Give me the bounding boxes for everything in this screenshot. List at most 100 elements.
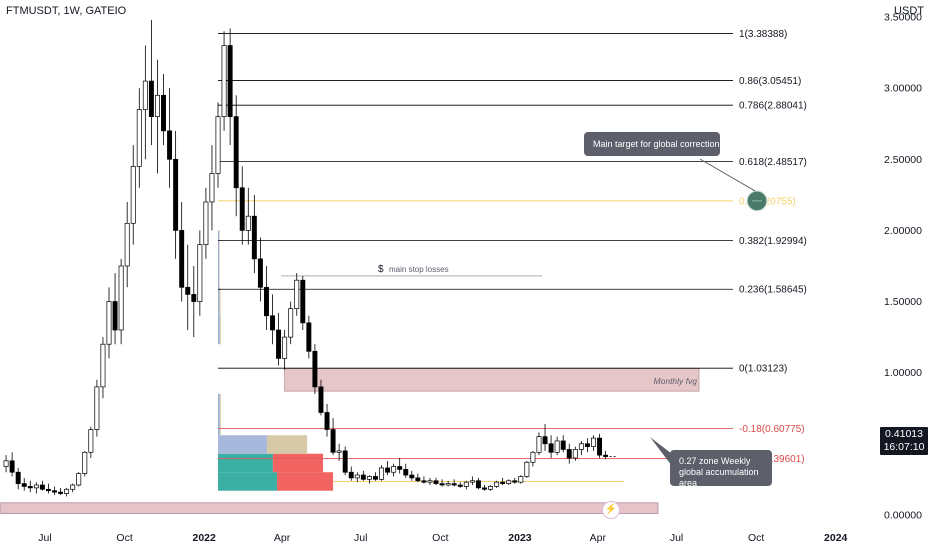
candle [542,436,548,445]
fib-level-label: 0.786(2.88041) [739,101,807,112]
candle [185,286,191,295]
zone-callout[interactable]: 0.27 zone Weekly global accumulation are… [670,450,772,488]
candle [560,440,566,450]
y-tick-label: 1.00000 [884,367,922,379]
candle [82,451,88,474]
bar-countdown: 16:07:10 [883,441,925,453]
dollar-icon: $ [378,264,384,275]
candle [288,308,294,338]
volume-profile-up-bar [218,435,267,454]
fib-level-label: 0.618(2.48517) [739,157,807,168]
stop-losses-label: main stop losses [389,265,449,274]
last-price-label: 0.41013 16:07:10 [880,427,928,455]
candle [427,480,433,483]
x-tick-label: Apr [590,532,607,544]
volume-profile-up-bar [218,230,220,288]
lower-zone [0,502,659,514]
candle [94,386,100,430]
candle [203,201,209,245]
candle [469,480,475,483]
volume-profile-up-bar [218,287,220,316]
candle [366,476,372,480]
candle [106,301,112,345]
candle [536,436,542,453]
candle [342,450,348,473]
candle [27,486,33,489]
candle [312,350,318,388]
candle [270,315,275,331]
candle [257,258,263,288]
x-tick-label: Jul [670,532,683,544]
candle [294,279,300,309]
candle [251,215,257,260]
candle [148,80,154,117]
candle [572,449,578,459]
candle [9,460,15,473]
levels-layer [218,33,733,482]
candle [300,279,306,324]
flash-icon[interactable]: ⚡ [602,501,620,519]
candle [161,94,166,132]
candle [475,480,481,489]
candle [566,449,572,459]
candle [482,487,487,490]
candle [494,481,500,487]
candle [173,158,179,231]
volume-profile-down-bar [219,415,221,436]
monthly-fvg-zone [284,367,700,392]
candle [263,286,269,317]
target-callout[interactable]: Main target for global correction [584,132,720,156]
candle [512,480,518,483]
y-tick-label: 0.00000 [884,509,922,521]
candle [221,45,227,117]
candle [215,116,221,174]
x-tick-label: Oct [116,532,132,544]
volume-profile-up-bar [218,415,220,436]
y-tick-label: 2.00000 [884,225,922,237]
candle [118,265,124,331]
fib-level-label: 1(3.38388) [739,29,787,40]
volume-profile-down-bar [219,287,221,316]
candle [348,471,354,479]
candle [597,437,603,456]
candle [154,94,160,117]
candle [3,460,9,467]
candle [548,443,554,453]
candle [306,322,312,352]
candle [385,467,391,473]
target-callout-pointer [699,158,756,192]
x-tick-label: Apr [274,532,291,544]
zone-callout-line2: global accumulation area [679,467,759,488]
candle [130,166,136,224]
candle [58,491,64,494]
candle [421,480,427,483]
candle [45,488,51,492]
candle [433,480,439,484]
candle [439,483,445,486]
candle [530,451,536,463]
candle [554,440,560,453]
candle [445,483,451,486]
overlay-layer: Monthly fvg 1(3.38388) 0.86(3.05451) 0.786(… [378,29,807,466]
candle [245,215,251,231]
candle [15,471,21,484]
volume-profile-up-bar [218,472,278,491]
candle [488,486,494,490]
fib-level-label: 0(1.03123) [739,364,787,375]
candle [33,484,39,489]
candle [142,80,148,110]
volume-profile-up-bar [218,315,220,345]
candle [506,480,512,484]
currency-label: USDT [894,5,924,17]
fib-level-label: -0.18(0.60775) [739,424,805,435]
candle [209,173,215,203]
candle [167,130,173,160]
volume-profile-down-bar [272,453,324,473]
volume-profile-down-bar [266,435,308,454]
x-tick-label: 2024 [824,532,848,544]
candle [336,450,342,453]
candle [191,294,197,302]
candle [239,187,245,231]
